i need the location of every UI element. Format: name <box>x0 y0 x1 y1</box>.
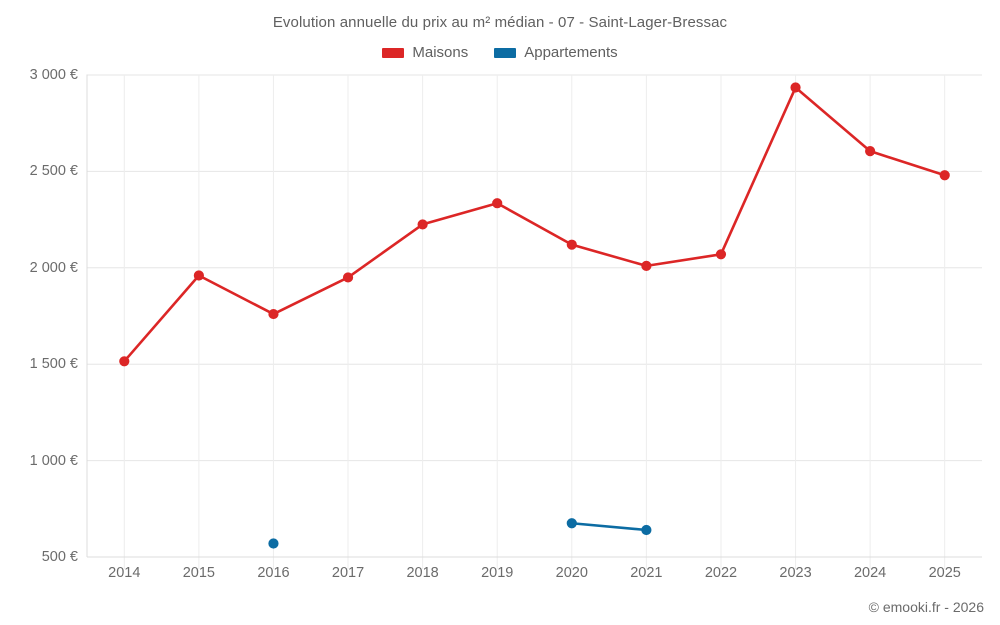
x-axis-tick-label: 2019 <box>481 565 514 581</box>
y-axis-tick-label: 1 000 € <box>29 452 78 469</box>
x-axis-tick-label: 2021 <box>630 565 663 581</box>
x-axis-tick-label: 2014 <box>108 565 141 581</box>
x-axis-tick-label: 2018 <box>406 565 439 581</box>
data-point-maisons[interactable] <box>566 239 577 250</box>
data-point-maisons[interactable] <box>268 308 279 320</box>
x-axis-tick-label: 2016 <box>257 565 290 581</box>
y-axis-tick-label: 3 000 € <box>29 67 78 83</box>
y-axis-tick-label: 1 500 € <box>29 356 78 373</box>
data-point-maisons[interactable] <box>715 249 727 260</box>
chart-legend: Maisons Appartements <box>0 44 1000 61</box>
y-axis-tick-label: 2 500 € <box>29 163 78 180</box>
x-axis-tick-label: 2017 <box>331 565 365 581</box>
legend-item-appartements[interactable]: Appartements <box>494 44 618 61</box>
x-axis-tick-label: 2020 <box>555 565 588 581</box>
y-axis: 3 000 € 2 500 € 2 000 € 1 500 € 1 000 € 500 € <box>0 0 78 625</box>
plot-area <box>86 74 982 569</box>
data-point-maisons[interactable] <box>492 198 503 209</box>
legend-item-maisons[interactable]: Maisons <box>382 44 468 61</box>
series-line-maisons <box>122 86 947 363</box>
data-point-appartements[interactable] <box>641 524 652 536</box>
footer-credit: © emooki.fr - 2026 <box>868 599 984 615</box>
x-axis: 2014 2015 2016 2017 2018 2019 2020 2021 2022 2023… <box>0 565 1000 589</box>
x-axis-tick-label: 2022 <box>704 565 738 581</box>
plot-svg <box>86 74 982 569</box>
legend-label: Appartements <box>524 44 618 61</box>
chart-title: Evolution annuelle du prix au m² médian … <box>272 14 728 31</box>
data-point-appartements[interactable] <box>268 538 279 549</box>
data-point-maisons[interactable] <box>865 146 876 157</box>
data-point-maisons[interactable] <box>641 260 652 271</box>
series-line-appartements <box>570 521 648 532</box>
y-axis-tick-label: 500 € <box>41 549 78 565</box>
data-point-maisons[interactable] <box>119 356 130 367</box>
legend-label: Maisons <box>412 44 469 61</box>
legend-swatch-maisons <box>382 47 405 58</box>
data-point-maisons[interactable] <box>790 82 801 93</box>
x-axis-tick-label: 2024 <box>853 565 887 581</box>
data-point-maisons[interactable] <box>342 272 354 283</box>
y-axis-tick-label: 2 000 € <box>29 259 78 276</box>
data-point-maisons[interactable] <box>417 219 428 230</box>
x-axis-tick-label: 2023 <box>779 565 812 581</box>
data-point-maisons[interactable] <box>939 170 950 181</box>
data-point-maisons[interactable] <box>193 270 204 281</box>
data-point-appartements[interactable] <box>566 518 577 529</box>
x-axis-tick-label: 2015 <box>182 565 216 581</box>
legend-swatch-appartements <box>494 47 517 58</box>
x-axis-tick-label: 2025 <box>928 565 961 581</box>
